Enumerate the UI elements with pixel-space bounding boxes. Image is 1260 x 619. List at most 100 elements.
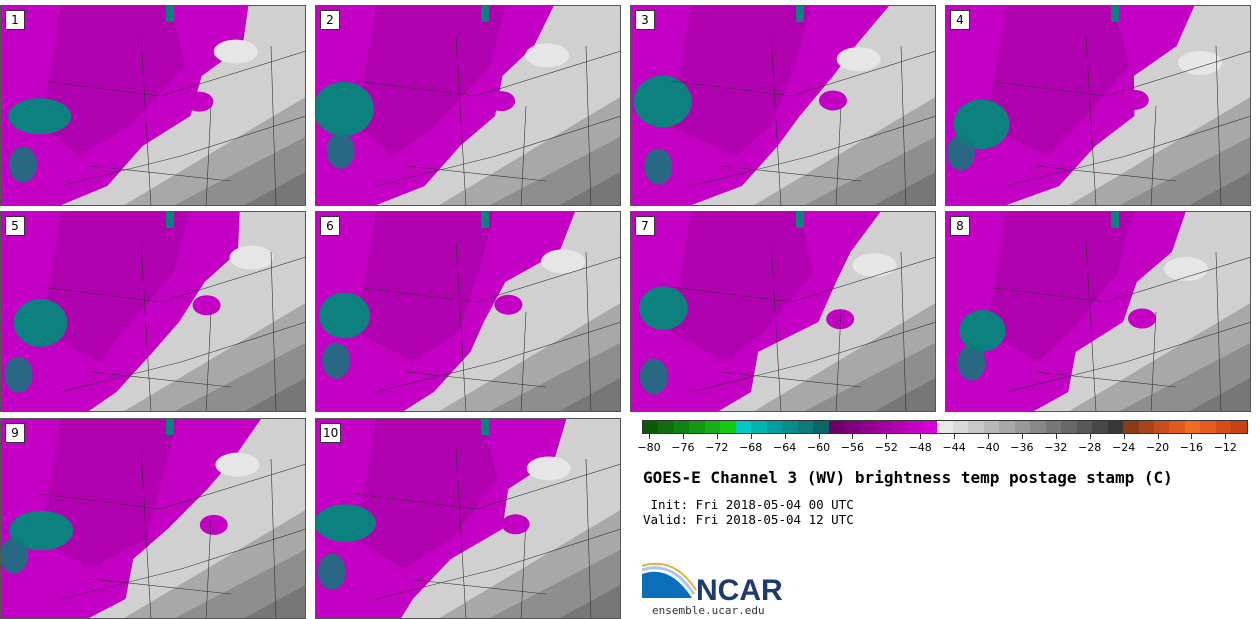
tick-label: −12 (1213, 441, 1237, 454)
tick-label: −16 (1179, 441, 1203, 454)
tick-label: −32 (1044, 441, 1068, 454)
tick-mark (886, 434, 888, 439)
colorbar-swatch (813, 421, 829, 433)
colorbar-swatch (937, 421, 953, 433)
tick-mark (1191, 434, 1193, 439)
colorbar-swatch (968, 421, 984, 433)
colorbar-swatch (828, 421, 845, 433)
colorbar-swatch (735, 421, 752, 433)
panel-label: 1 (5, 10, 25, 30)
panel-label: 3 (635, 10, 655, 30)
colorbar-swatch (1107, 421, 1124, 433)
map-panel-9: 9 (0, 418, 306, 619)
map-panel-3: 3 (630, 5, 936, 206)
colorbar-swatch (1138, 421, 1154, 433)
colorbar-swatch (1030, 421, 1046, 433)
tick-mark (818, 434, 820, 439)
panel-label: 8 (950, 216, 970, 236)
colorbar-swatch (999, 421, 1015, 433)
tick-label: −24 (1111, 441, 1136, 454)
colorbar-swatch (1231, 421, 1247, 433)
tick-mark (1089, 434, 1091, 439)
colorbar-swatch (1169, 421, 1185, 433)
valid-time: Valid: Fri 2018-05-04 12 UTC (643, 512, 854, 527)
colorbar-swatch (689, 421, 705, 433)
colorbar-swatch (658, 421, 674, 433)
colorbar-swatch (673, 421, 690, 433)
map-panel-5: 5 (0, 211, 306, 412)
colorbar-swatch (704, 421, 721, 433)
map-panel-1: 1 (0, 5, 306, 206)
map-panel-8: 8 (945, 211, 1251, 412)
panel-label: 5 (5, 216, 25, 236)
tick-mark (649, 434, 650, 439)
map-panel-2: 2 (315, 5, 621, 206)
logo-url: ensemble.ucar.edu (652, 604, 765, 617)
init-time: Init: Fri 2018-05-04 00 UTC (643, 497, 854, 512)
panel-label: 2 (320, 10, 340, 30)
colorbar-swatch (1045, 421, 1062, 433)
ncar-logo: NCAR (641, 562, 792, 608)
colorbar-swatch (1215, 421, 1232, 433)
panel-label: 6 (320, 216, 340, 236)
tick-label: −40 (976, 441, 1000, 454)
tick-mark (954, 434, 956, 439)
tick-mark (750, 434, 752, 439)
tick-mark (716, 434, 718, 439)
tick-mark (1123, 434, 1125, 439)
colorbar-swatch (921, 421, 938, 433)
colorbar-swatch (906, 421, 922, 433)
map-panel-4: 4 (945, 5, 1251, 206)
page-title: GOES-E Channel 3 (WV) brightness temp po… (643, 468, 1173, 487)
colorbar-ticks: −80 −76 −72 −68 −64 −60 −56 −52 −48 −44 −40 −36 −32−… (637, 434, 1248, 456)
map-panel-7: 7 (630, 211, 936, 412)
tick-mark (852, 434, 854, 439)
colorbar-swatch (797, 421, 814, 433)
tick-label: −68 (739, 441, 763, 454)
tick-label: −80 (637, 441, 661, 454)
colorbar-swatch (1092, 421, 1108, 433)
map-panel-6: 6 (315, 211, 621, 412)
colorbar-swatch (643, 421, 659, 433)
tick-label: −44 (942, 441, 966, 454)
tick-label: −20 (1145, 441, 1170, 454)
tick-mark (1157, 434, 1159, 439)
tick-label: −48 (908, 441, 932, 454)
panel-label: 9 (5, 423, 25, 443)
colorbar-swatch (844, 421, 860, 433)
logo-swoosh-icon (641, 562, 697, 598)
panel-label: 10 (320, 423, 342, 443)
colorbar-swatch (1061, 421, 1077, 433)
colorbar-swatch (890, 421, 907, 433)
colorbar-swatch (751, 421, 767, 433)
tick-label: −72 (705, 441, 729, 454)
tick-mark (988, 434, 989, 439)
colorbar-swatch (1014, 421, 1031, 433)
tick-label: −36 (1010, 441, 1034, 454)
colorbar-swatch (1123, 421, 1139, 433)
tick-mark (682, 434, 684, 439)
colorbar-swatch (1200, 421, 1216, 433)
logo-text: NCAR (696, 574, 783, 604)
map-panel-10: 10 (315, 418, 621, 619)
colorbar-swatch (952, 421, 969, 433)
tick-mark (1055, 434, 1057, 439)
colorbar-swatch (720, 421, 736, 433)
colorbar-swatch (983, 421, 1000, 433)
colorbar-swatch (875, 421, 891, 433)
colorbar-swatch (766, 421, 783, 433)
tick-label: −60 (806, 441, 831, 454)
tick-label: −28 (1078, 441, 1102, 454)
tick-label: −76 (671, 441, 695, 454)
tick-mark (1021, 434, 1023, 439)
tick-mark (1225, 434, 1227, 439)
tick-mark (784, 434, 786, 439)
panel-label: 7 (635, 216, 655, 236)
colorbar-swatch (1153, 421, 1170, 433)
tick-label: −52 (874, 441, 898, 454)
tick-mark (920, 434, 922, 439)
panel-label: 4 (950, 10, 970, 30)
colorbar-swatch (782, 421, 798, 433)
tick-label: −56 (840, 441, 864, 454)
colorbar (642, 420, 1248, 434)
